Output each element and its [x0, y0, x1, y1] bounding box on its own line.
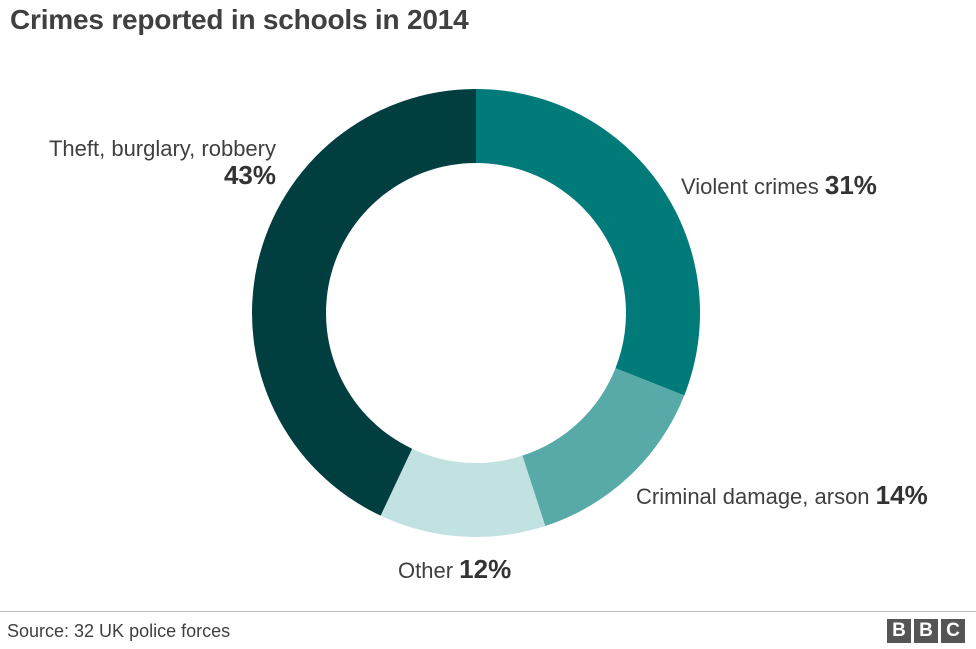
- slice-label-other: Other 12%: [398, 556, 511, 584]
- source-note: Source: 32 UK police forces: [7, 621, 231, 641]
- slice-value-violent: 31%: [824, 170, 877, 200]
- slice-name-other: Other: [398, 558, 454, 583]
- slice-name-theft: Theft, burglary, robbery: [48, 136, 276, 161]
- slice-criminal-damage: [522, 368, 685, 527]
- slice-theft: [251, 89, 476, 516]
- slice-label-violent: Violent crimes 31%: [681, 172, 877, 200]
- slice-value-damage: 14%: [875, 480, 928, 510]
- chart-title: Crimes reported in schools in 2014: [10, 4, 469, 35]
- slice-value-theft: 43%: [223, 160, 276, 190]
- footer-divider: [0, 611, 976, 612]
- logo-letter: B: [887, 619, 911, 643]
- bbc-logo: B B C: [887, 619, 965, 643]
- slice-label-damage: Criminal damage, arson 14%: [636, 482, 928, 510]
- slice-name-violent: Violent crimes: [681, 174, 819, 199]
- slice-other: [380, 448, 546, 537]
- slice-label-theft: Theft, burglary, robbery 43%: [49, 136, 276, 188]
- slice-violent-crimes: [476, 89, 700, 396]
- slice-value-other: 12%: [459, 554, 512, 584]
- logo-letter: C: [941, 619, 965, 643]
- logo-letter: B: [914, 619, 938, 643]
- slice-name-damage: Criminal damage, arson: [636, 484, 870, 509]
